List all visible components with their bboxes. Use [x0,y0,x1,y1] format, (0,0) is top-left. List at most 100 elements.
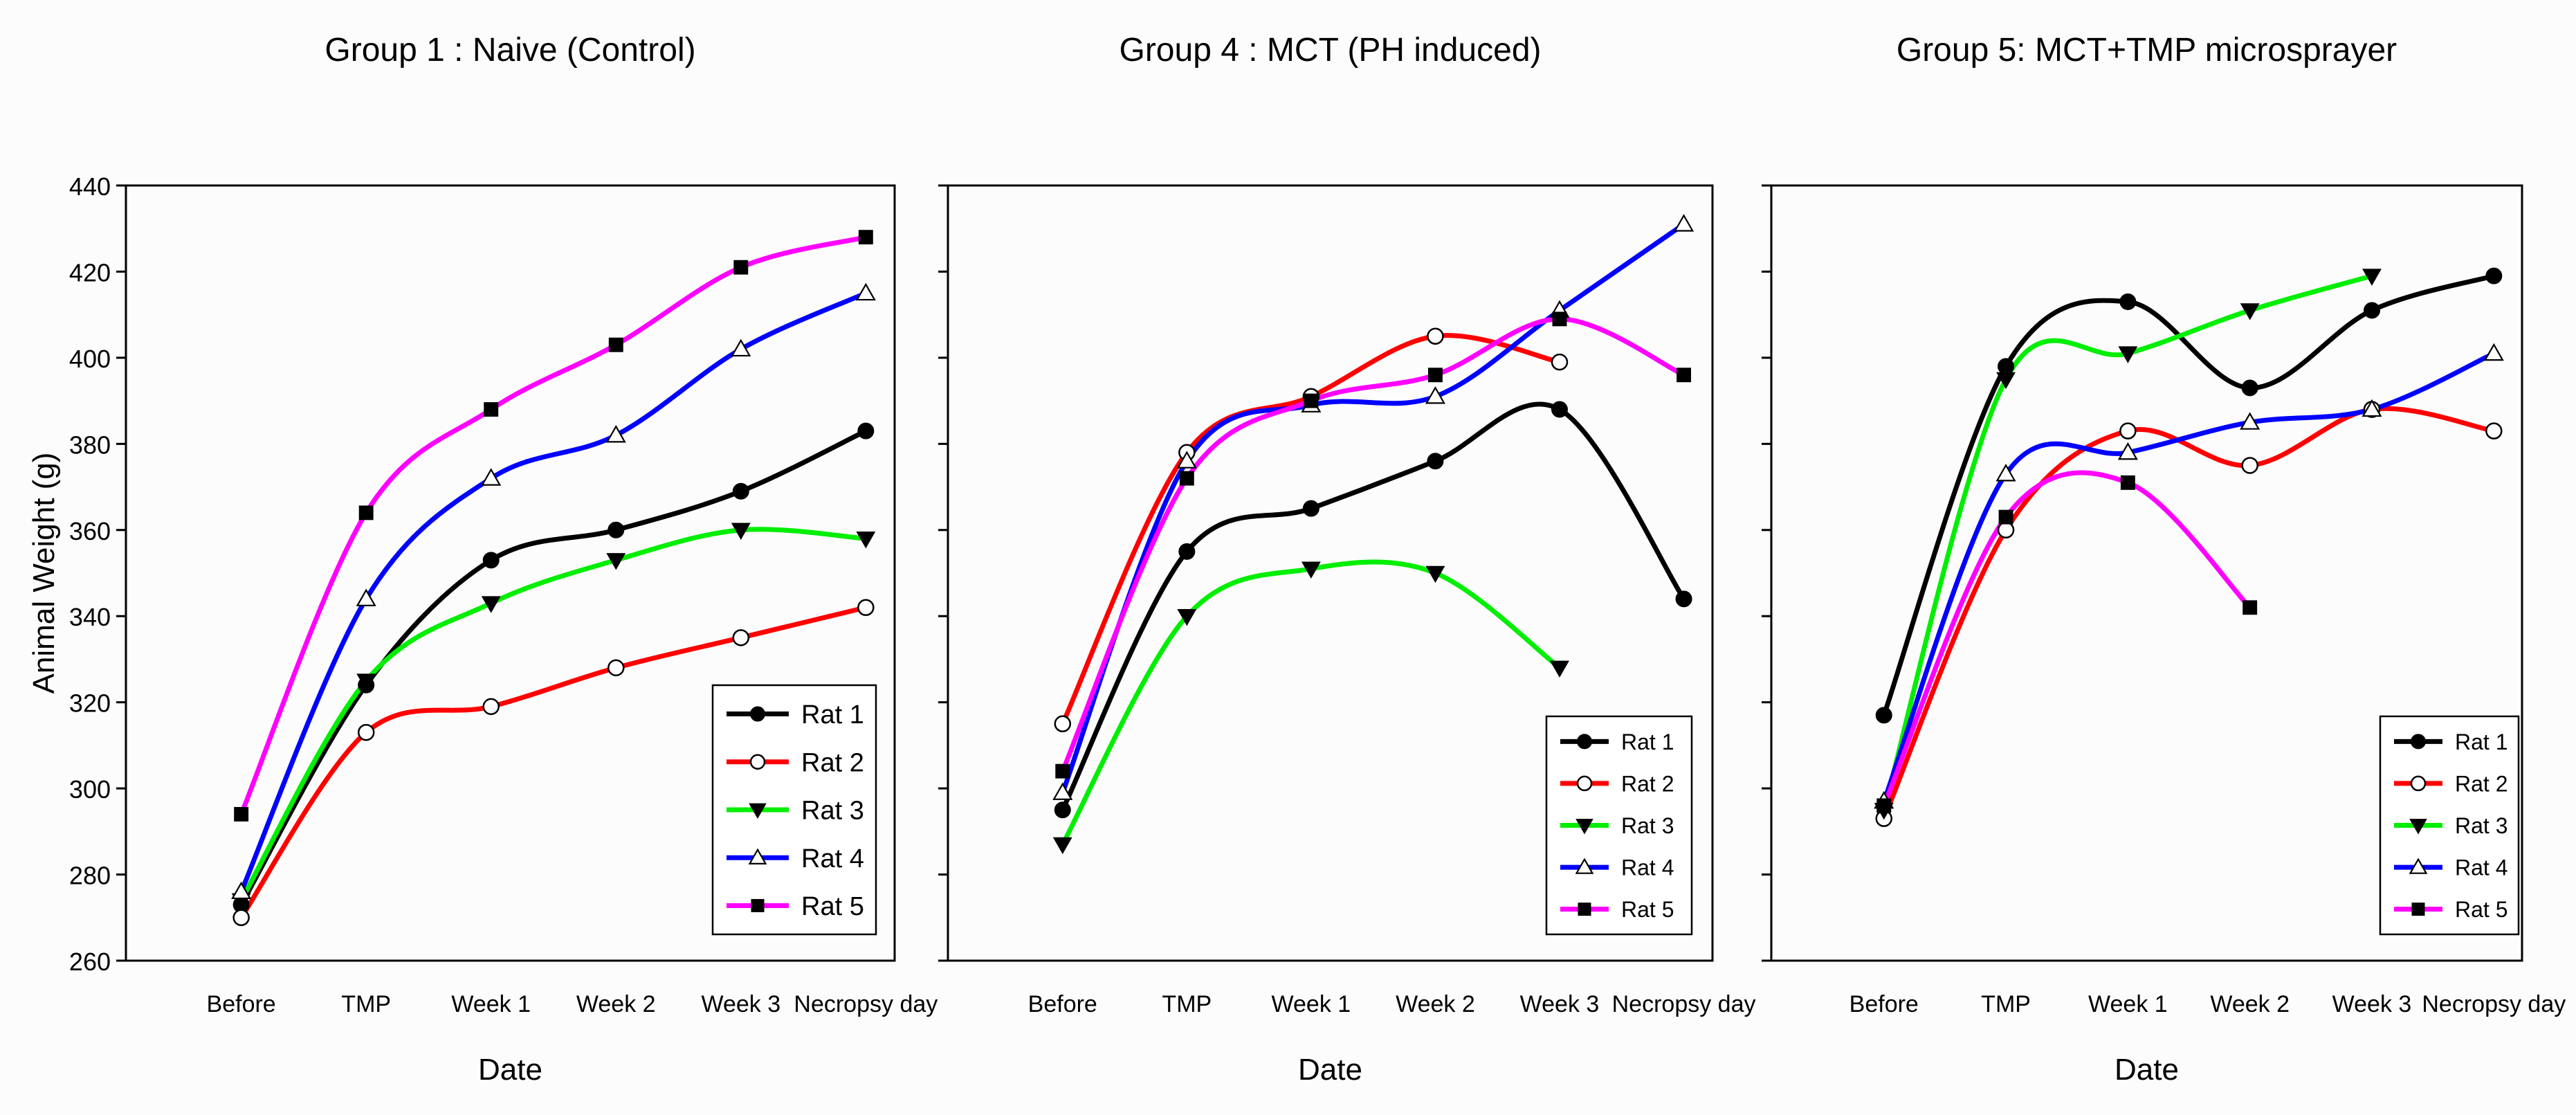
legend-label: Rat 4 [801,844,864,873]
data-point-rat-3 [1996,372,2016,390]
x-tick-label: Week 1 [1272,991,1351,1017]
series-line-rat-2 [1060,333,1562,727]
series-line-rat-5 [1060,316,1687,774]
x-tick-label: Week 1 [2088,991,2168,1017]
x-tick-label: Before [1028,991,1097,1017]
y-tick-label: 420 [69,258,111,287]
data-point-rat-4 [1425,386,1445,404]
legend-marker [749,754,766,770]
plot-frame [947,184,1714,962]
data-point-rat-1 [1178,543,1196,560]
legend: Rat 1 Rat 2 Rat 3 Rat 4 Rat 5 [711,684,877,936]
data-point-rat-2 [2119,422,2137,439]
legend-label: Rat 4 [2455,855,2508,880]
data-point-rat-5 [1427,368,1443,383]
data-point-rat-3 [1052,837,1072,855]
data-point-rat-5 [1055,763,1070,779]
x-axis-label: Date [478,1053,542,1087]
x-tick-label: Before [1849,991,1919,1017]
series-line-rat-1 [1060,401,1687,813]
data-point-rat-4 [731,338,751,357]
data-point-rat-3 [856,531,876,549]
data-point-rat-2 [2241,457,2258,474]
plot-frame [125,184,896,962]
x-tick-label: Before [207,991,276,1017]
data-point-rat-1 [857,422,875,439]
data-point-rat-3 [1301,561,1321,579]
legend-marker [2409,819,2427,835]
legend-marker [2410,775,2427,792]
x-tick-label: TMP [341,991,391,1017]
data-point-rat-3 [2362,269,2382,286]
x-tick-label: Week 3 [2332,991,2412,1017]
data-point-rat-5 [358,505,374,520]
legend-label: Rat 1 [1621,729,1674,754]
data-point-rat-1 [1875,707,1892,724]
legend-marker [2409,858,2428,874]
data-point-rat-1 [1054,801,1071,819]
data-point-rat-3 [2118,346,2138,363]
data-point-rat-2 [1427,327,1444,345]
legend-marker [751,898,765,912]
x-tick-label: Week 2 [1396,991,1475,1017]
data-point-rat-2 [857,599,875,617]
series-line-rat-1 [239,428,868,907]
data-point-rat-1 [2119,293,2137,310]
legend-marker [749,803,767,819]
legend-label: Rat 3 [1621,813,1674,838]
data-point-rat-3 [1177,608,1197,626]
data-point-rat-5 [484,402,499,417]
x-axis-label: Date [1298,1053,1362,1087]
data-point-rat-2 [608,659,625,677]
data-point-rat-3 [481,596,501,613]
legend-marker [748,848,767,864]
x-tick-label: TMP [1162,991,1212,1017]
data-point-rat-5 [858,230,873,245]
data-point-rat-1 [732,482,749,500]
x-tick-label: Week 2 [576,991,656,1017]
data-point-rat-5 [1876,798,1892,813]
data-point-rat-2 [482,698,500,716]
legend-label: Rat 3 [801,797,864,826]
data-point-rat-2 [1997,521,2015,539]
data-point-rat-1 [608,521,625,538]
legend-label: Rat 1 [2455,729,2508,754]
data-point-rat-2 [357,723,375,741]
x-tick-label: Necropsy day [794,991,938,1017]
data-point-rat-4 [2483,343,2504,361]
data-point-rat-1 [482,552,500,569]
data-point-rat-2 [732,629,750,646]
y-tick-label: 300 [69,775,111,804]
x-tick-label: Necropsy day [2422,991,2566,1017]
y-axis-label: Animal Weight (g) [27,453,61,694]
data-point-rat-4 [481,468,502,486]
legend: Rat 1 Rat 2 Rat 3 Rat 4 Rat 5 [2379,715,2520,936]
legend: Rat 1 Rat 2 Rat 3 Rat 4 Rat 5 [1545,715,1693,936]
data-point-rat-5 [608,337,623,352]
data-point-rat-4 [1052,782,1073,800]
legend-marker [2411,734,2426,750]
data-point-rat-5 [1677,368,1692,383]
legend-label: Rat 2 [2455,771,2508,796]
data-point-rat-4 [1995,464,2016,482]
x-tick-label: Week 1 [451,991,531,1017]
x-axis-label: Date [2114,1053,2179,1087]
data-point-rat-4 [356,588,376,606]
y-tick-label: 340 [69,603,111,631]
plot-frame [1770,184,2523,962]
legend-marker [1578,903,1591,916]
legend-marker [1577,734,1592,750]
data-point-rat-4 [1176,451,1197,469]
series-line-rat-5 [1881,470,2253,808]
chart-title: Group 1 : Naive (Control) [325,32,695,69]
data-point-rat-4 [605,425,626,443]
data-point-rat-5 [1552,311,1567,327]
data-point-rat-5 [234,806,249,822]
legend-label: Rat 4 [1621,855,1674,880]
data-point-rat-2 [1551,353,1569,371]
x-tick-label: Necropsy day [1612,991,1756,1017]
data-point-rat-4 [231,881,252,900]
data-point-rat-5 [1179,471,1194,486]
data-point-rat-3 [2240,303,2260,320]
data-point-rat-1 [1675,590,1692,608]
